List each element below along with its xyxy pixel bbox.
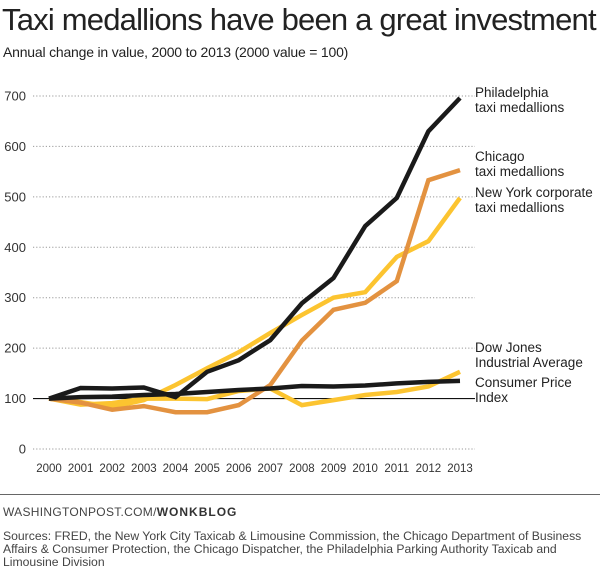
credit-prefix: WASHINGTONPOST.COM/ xyxy=(3,505,157,519)
y-tick-label: 0 xyxy=(19,442,26,457)
y-tick-label: 500 xyxy=(4,189,26,204)
series-label-line: taxi medallions xyxy=(475,100,565,115)
x-tick-label: 2010 xyxy=(352,463,378,475)
x-tick-label: 2003 xyxy=(131,463,157,475)
x-tick-label: 2001 xyxy=(68,463,94,475)
y-tick-label: 200 xyxy=(4,341,26,356)
sources-note: Sources: FRED, the New York City Taxicab… xyxy=(3,529,582,569)
x-tick-label: 2011 xyxy=(384,463,409,475)
series-lines xyxy=(48,96,462,415)
series-label-line: Chicago xyxy=(475,149,525,164)
series-label-line: New York corporate xyxy=(475,185,593,200)
y-tick-label: 100 xyxy=(4,391,26,406)
series-label-line: Philadelphia xyxy=(475,85,549,100)
series-label-line: taxi medallions xyxy=(475,200,565,215)
x-tick-label: 2007 xyxy=(258,463,284,475)
y-tick-label: 400 xyxy=(4,240,26,255)
x-axis-ticks: 2000 2001 2002 2003 2004 2005 2006 2007 2008 2009… xyxy=(36,463,473,475)
series-line-chicago-taxi-medallions xyxy=(48,167,461,415)
x-tick-label: 2002 xyxy=(99,463,125,475)
series-label-line: Index xyxy=(475,390,508,405)
credit-brand: WONKBLOG xyxy=(156,505,238,519)
chart-title: Taxi medallions have been a great invest… xyxy=(2,2,597,37)
y-axis-ticks: 0 100 200 300 400 500 600 700 xyxy=(4,89,26,457)
x-tick-label: 2005 xyxy=(194,463,220,475)
chart-subtitle: Annual change in value, 2000 to 2013 (20… xyxy=(3,44,349,60)
x-tick-label: 2012 xyxy=(416,463,442,475)
series-label-line: taxi medallions xyxy=(475,164,565,179)
y-tick-label: 300 xyxy=(4,290,26,305)
credit-line: WASHINGTONPOST.COM/WONKBLOG xyxy=(3,505,237,519)
series-label-line: Dow Jones xyxy=(475,340,542,355)
y-tick-label: 600 xyxy=(4,139,26,154)
series-label-line: Industrial Average xyxy=(475,355,583,370)
series-line-philadelphia-taxi-medallions xyxy=(48,96,462,401)
x-tick-label: 2009 xyxy=(321,463,347,475)
series-label-line: Consumer Price xyxy=(475,375,572,390)
x-tick-label: 2008 xyxy=(289,463,315,475)
footer-divider xyxy=(0,494,600,495)
x-tick-label: 2013 xyxy=(447,463,473,475)
x-tick-label: 2004 xyxy=(163,463,189,475)
gridlines xyxy=(33,95,475,450)
series-line-new-york-corporate-taxi-medallions xyxy=(48,196,462,410)
series-line-consumer-price-index xyxy=(48,378,461,401)
y-tick-label: 700 xyxy=(4,89,26,104)
x-tick-label: 2000 xyxy=(36,463,62,475)
x-tick-label: 2006 xyxy=(226,463,252,475)
